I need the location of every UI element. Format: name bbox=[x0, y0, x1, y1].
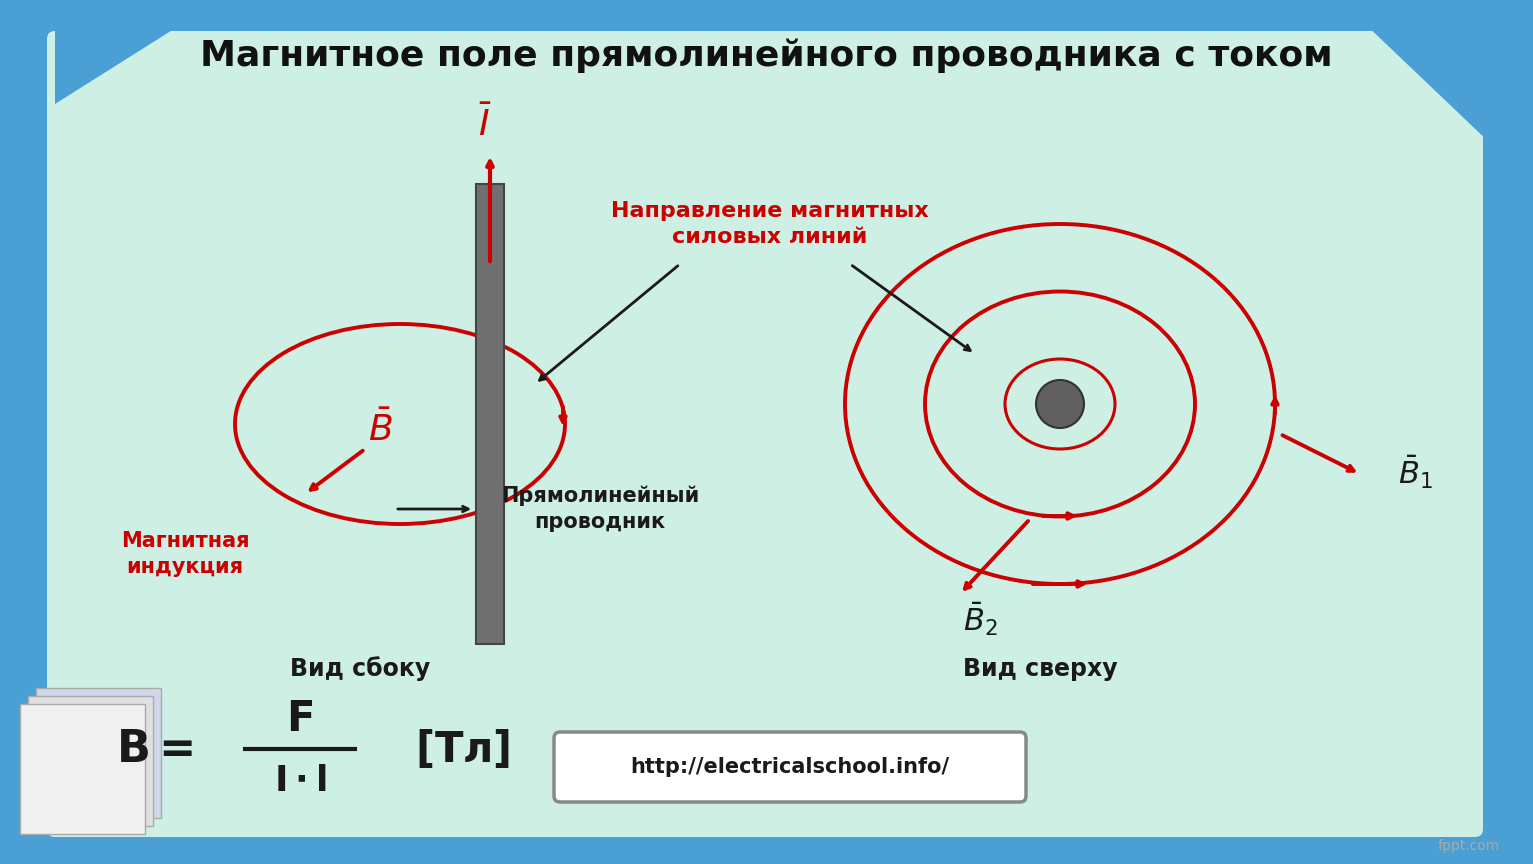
Text: $\mathbf{[Тл]}$: $\mathbf{[Тл]}$ bbox=[415, 727, 510, 771]
Text: Магнитная
индукция: Магнитная индукция bbox=[121, 530, 250, 577]
Text: Магнитное поле прямолинейного проводника с током: Магнитное поле прямолинейного проводника… bbox=[199, 39, 1332, 73]
Text: $\mathbf{F}$: $\mathbf{F}$ bbox=[287, 698, 314, 740]
Text: $\bar{I}$: $\bar{I}$ bbox=[478, 105, 492, 143]
Polygon shape bbox=[1340, 0, 1533, 184]
FancyBboxPatch shape bbox=[553, 732, 1026, 802]
Text: $\bar{B}_1$: $\bar{B}_1$ bbox=[1398, 454, 1432, 491]
FancyBboxPatch shape bbox=[48, 31, 1482, 837]
Polygon shape bbox=[20, 704, 146, 834]
Polygon shape bbox=[28, 696, 153, 826]
Text: http://electricalschool.info/: http://electricalschool.info/ bbox=[630, 757, 949, 777]
Text: fppt.com: fppt.com bbox=[1438, 839, 1499, 853]
Text: Направление магнитных
силовых линий: Направление магнитных силовых линий bbox=[612, 200, 929, 247]
Text: Прямолинейный
проводник: Прямолинейный проводник bbox=[501, 486, 699, 532]
Polygon shape bbox=[55, 0, 221, 104]
Text: $\bar{B}_2$: $\bar{B}_2$ bbox=[963, 600, 998, 638]
Bar bbox=[477, 184, 504, 644]
Polygon shape bbox=[35, 688, 161, 818]
Text: $\mathbf{B=}$: $\mathbf{B=}$ bbox=[117, 727, 193, 771]
Text: Вид сбоку: Вид сбоку bbox=[290, 657, 431, 682]
Circle shape bbox=[1036, 380, 1084, 428]
Text: $\bar{B}$: $\bar{B}$ bbox=[368, 410, 392, 448]
Text: $\mathbf{I \cdot l}$: $\mathbf{I \cdot l}$ bbox=[274, 764, 327, 798]
Text: Вид сверху: Вид сверху bbox=[963, 657, 1118, 681]
